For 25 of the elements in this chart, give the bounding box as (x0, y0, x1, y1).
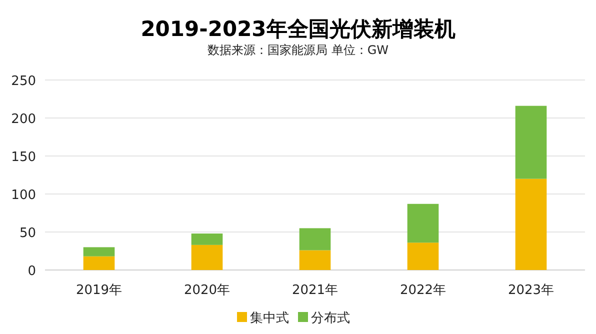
chart-title: 2019-2023年全国光伏新增装机 (140, 17, 456, 41)
legend-label: 集中式 (250, 311, 289, 326)
legend-label: 分布式 (311, 311, 350, 326)
y-tick-label: 250 (11, 74, 36, 89)
x-tick-label: 2019年 (76, 283, 122, 298)
y-tick-label: 0 (28, 264, 36, 279)
y-tick-label: 100 (11, 188, 36, 203)
bar (299, 228, 331, 250)
chart-subtitle: 数据来源：国家能源局 单位：GW (208, 43, 389, 57)
bar (515, 106, 547, 179)
bar (191, 244, 223, 270)
bar (407, 204, 439, 243)
y-tick-label: 200 (11, 112, 36, 127)
bar (191, 234, 223, 245)
x-tick-label: 2020年 (184, 283, 230, 298)
bar (299, 250, 331, 270)
bar (515, 178, 547, 270)
y-tick-label: 150 (11, 150, 36, 165)
bar (83, 247, 115, 256)
bar (407, 242, 439, 270)
x-tick-label: 2021年 (292, 283, 338, 298)
x-tick-label: 2022年 (400, 283, 446, 298)
bar (83, 256, 115, 270)
y-tick-label: 50 (19, 226, 36, 241)
x-tick-label: 2023年 (508, 283, 554, 298)
